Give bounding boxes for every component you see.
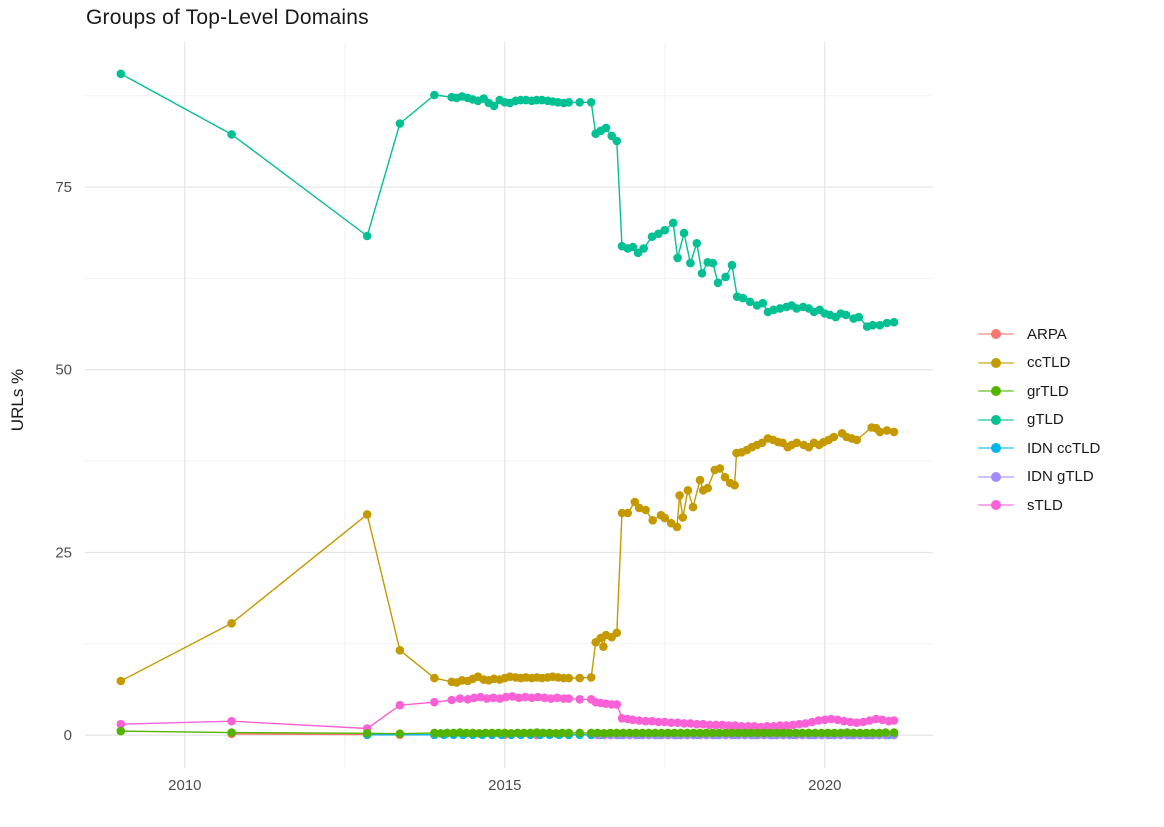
- series-stld: [116, 692, 899, 733]
- legend-item-label: sTLD: [1027, 496, 1063, 514]
- legend-item-label: IDN ccTLD: [1027, 439, 1101, 457]
- series-grtld: [116, 726, 899, 738]
- legend: ARPA ccTLD grTLD gTLD IDN ccTLD IDN gTLD sTLD: [978, 320, 1100, 520]
- legend-item-label: ARPA: [1027, 325, 1067, 343]
- legend-item: gTLD: [978, 406, 1100, 435]
- legend-item: grTLD: [978, 377, 1100, 406]
- legend-item-label: IDN gTLD: [1027, 468, 1094, 486]
- series-gtld: [116, 69, 899, 331]
- legend-item: ARPA: [978, 320, 1100, 349]
- legend-key-icon: [978, 357, 1014, 369]
- svg-text:2020: 2020: [808, 777, 841, 794]
- legend-key-icon: [978, 385, 1014, 397]
- svg-text:25: 25: [55, 544, 72, 561]
- legend-item: IDN ccTLD: [978, 434, 1100, 463]
- legend-item-label: gTLD: [1027, 411, 1064, 429]
- legend-key-icon: [978, 442, 1014, 454]
- legend-key-icon: [978, 471, 1014, 483]
- legend-item-label: ccTLD: [1027, 354, 1071, 372]
- series-cctld: [116, 423, 899, 687]
- svg-text:2015: 2015: [488, 777, 521, 794]
- svg-text:0: 0: [64, 727, 72, 744]
- chart-title: Groups of Top-Level Domains: [86, 6, 369, 29]
- svg-text:50: 50: [55, 362, 72, 379]
- svg-text:75: 75: [55, 179, 72, 196]
- legend-key-icon: [978, 499, 1014, 511]
- legend-item: IDN gTLD: [978, 463, 1100, 492]
- legend-item: sTLD: [978, 491, 1100, 520]
- gridlines: [85, 42, 933, 768]
- legend-item: ccTLD: [978, 349, 1100, 378]
- legend-key-icon: [978, 414, 1014, 426]
- legend-item-label: grTLD: [1027, 382, 1069, 400]
- legend-key-icon: [978, 328, 1014, 340]
- axis-tick-labels: 0 25 50 75 2010 2015 2020: [55, 179, 841, 794]
- svg-text:2010: 2010: [168, 777, 201, 794]
